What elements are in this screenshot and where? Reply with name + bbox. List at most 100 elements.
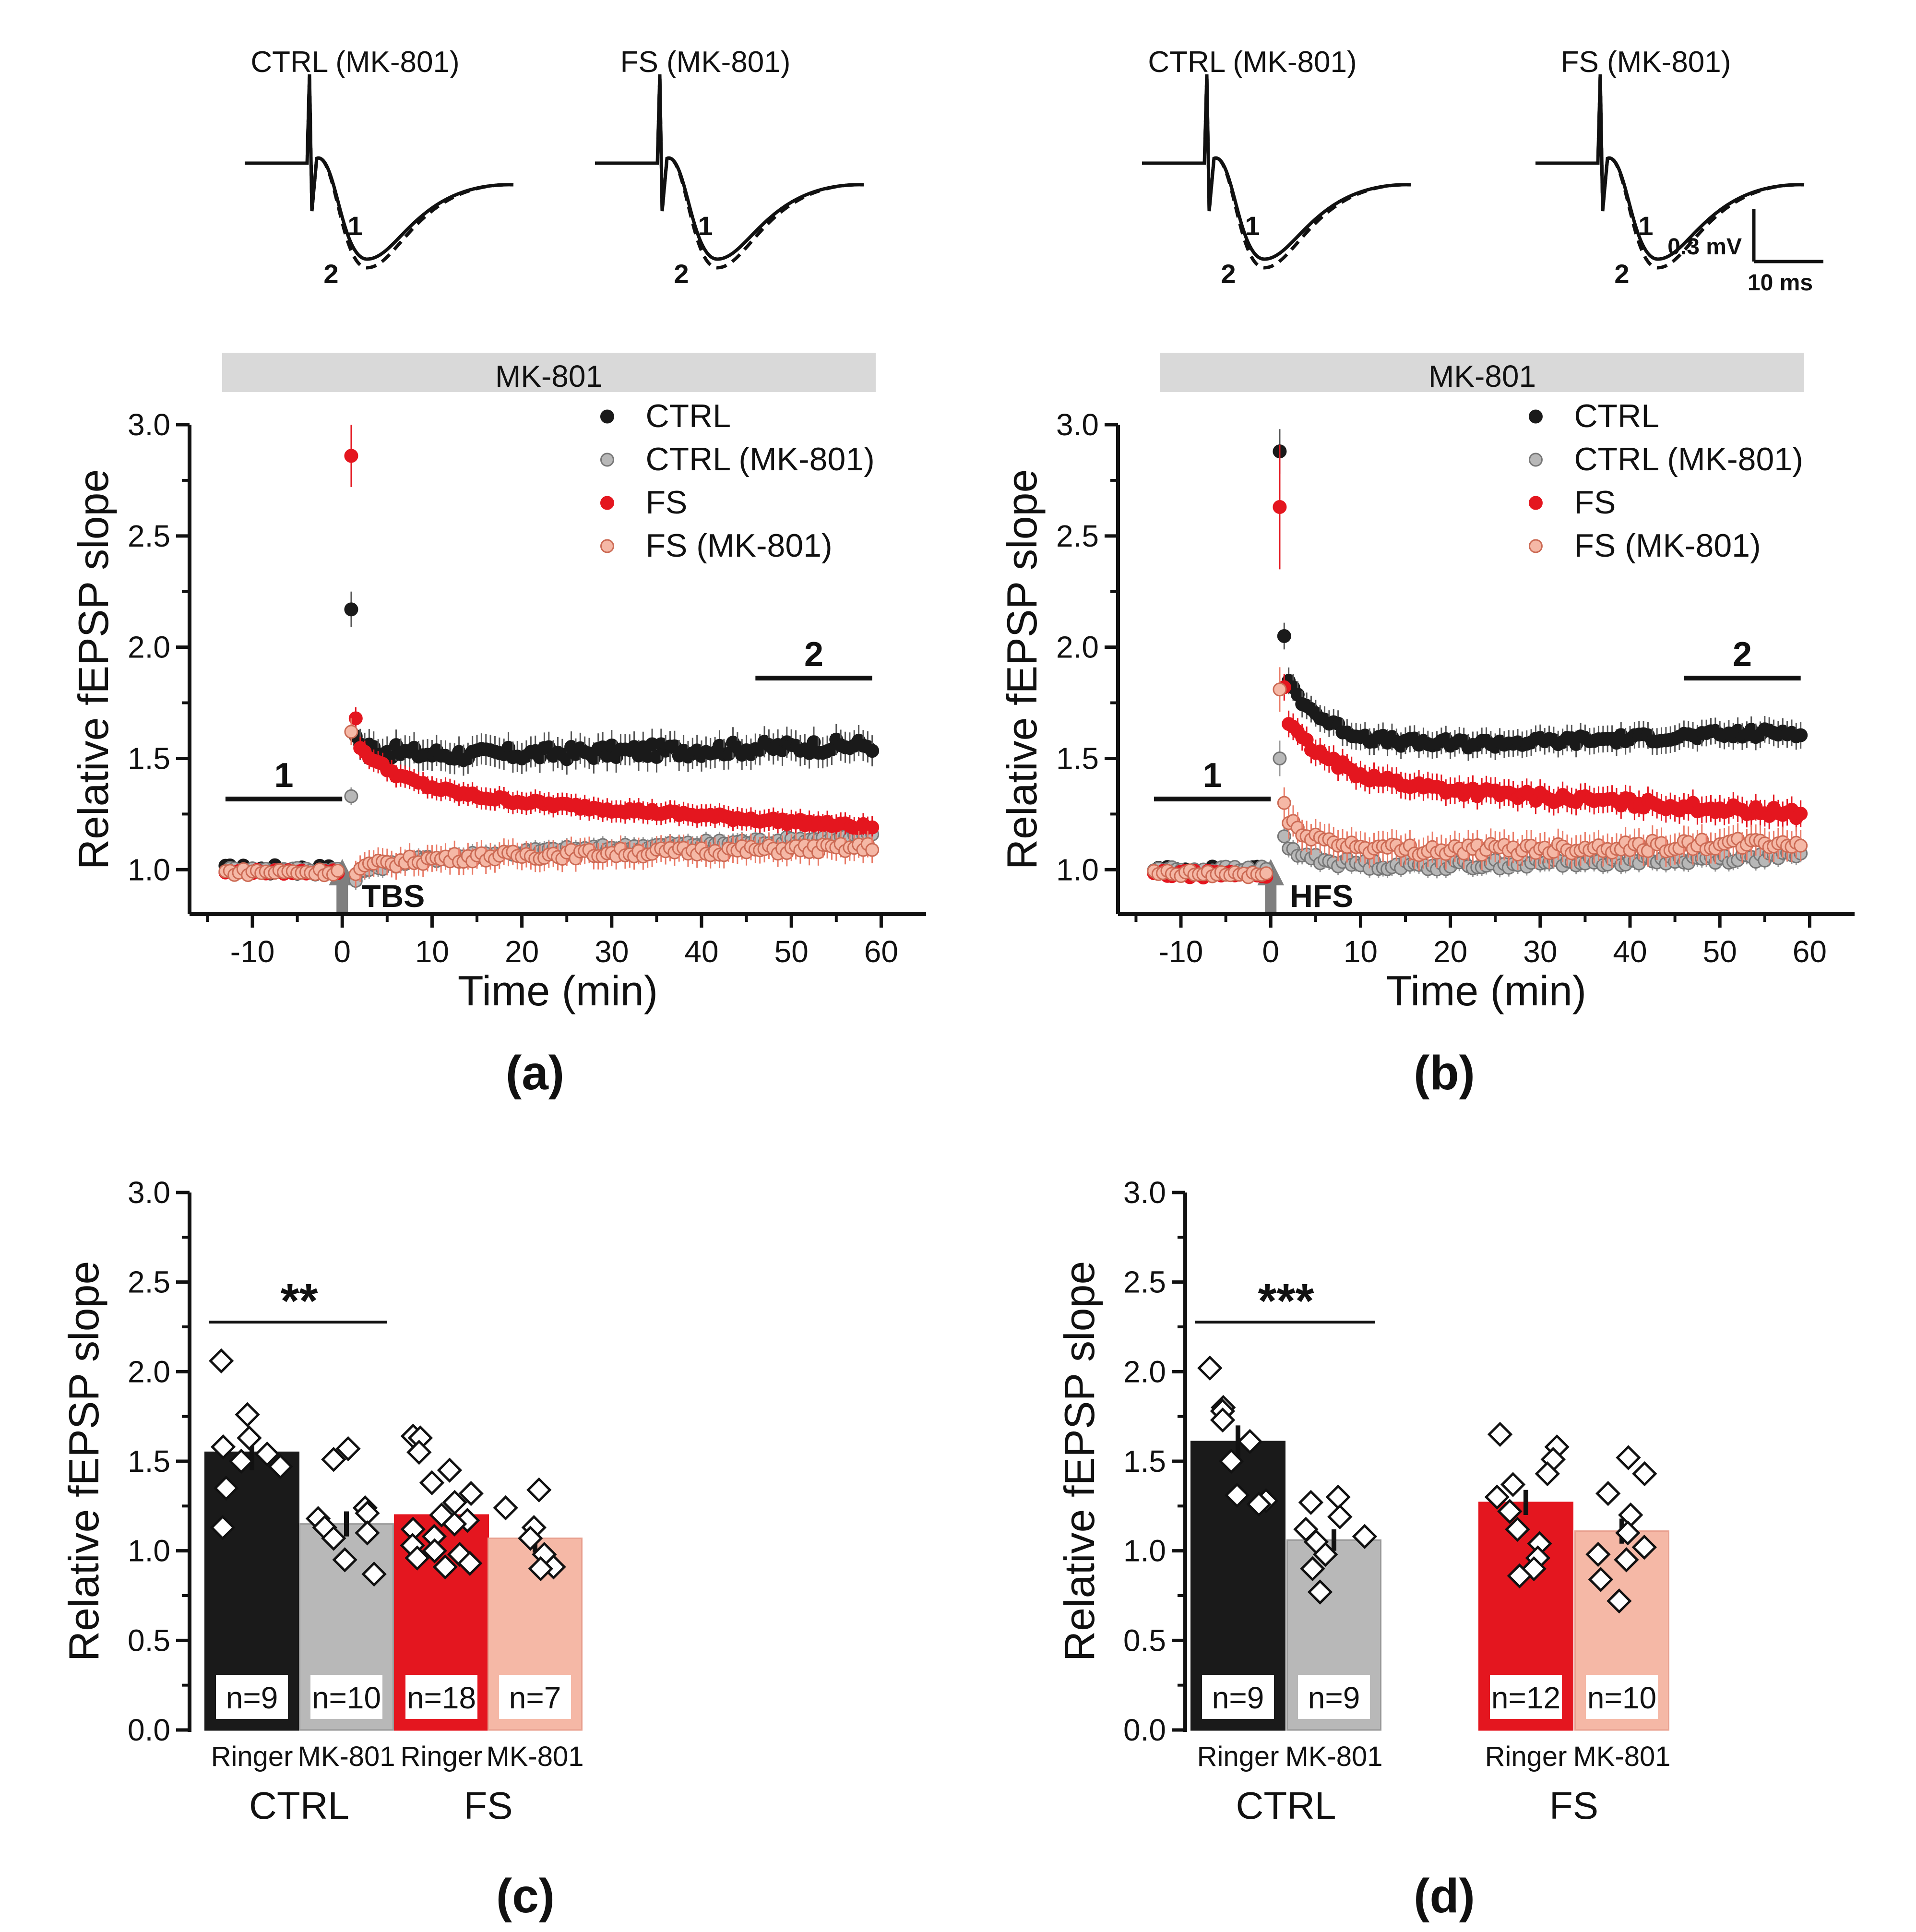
n-label: n=18: [407, 1681, 476, 1715]
individual-data-point: [1507, 1563, 1532, 1589]
y-tick-label: 1.0: [128, 852, 170, 887]
individual-data-point: [210, 1434, 236, 1460]
y-axis-title: Relative fEPSP slope: [998, 469, 1046, 870]
data-point: [344, 789, 358, 803]
trace-label-1: 1: [347, 211, 362, 241]
y-axis-title: Relative fEPSP slope: [70, 469, 117, 870]
y-tick-label: 2.0: [128, 630, 170, 665]
y-tick-label: 1.0: [128, 1534, 170, 1568]
late-window-label: 2: [804, 635, 823, 674]
legend-label-fs_mk801: FS (MK-801): [1574, 527, 1761, 564]
n-label-box: [1298, 1675, 1370, 1719]
x-tick-label: 0: [333, 934, 351, 969]
trace-dashed: [595, 74, 864, 270]
condition-label: Ringer: [211, 1741, 293, 1772]
individual-data-point: [1527, 1531, 1552, 1556]
trace-label-1: 1: [1245, 211, 1260, 241]
individual-data-point: [421, 1524, 447, 1549]
individual-data-point: [1595, 1481, 1621, 1506]
trace-solid: [595, 74, 864, 261]
n-label: n=12: [1491, 1681, 1560, 1715]
baseline-window-label: 1: [274, 756, 294, 795]
bar-group-fs: n=18 Ringer n=7 MK-801 FS: [394, 1423, 584, 1827]
legend-marker-fs: [1528, 496, 1543, 510]
n-label: n=9: [1308, 1681, 1360, 1715]
individual-data-point: [437, 1457, 463, 1483]
scale-bar-voltage-label: 0.3 mV: [1667, 234, 1742, 260]
individual-data-point: [441, 1511, 467, 1537]
bar-group-ctrl: n=9 Ringer n=10 MK-801 CTRL: [204, 1348, 395, 1827]
significance-stars: **: [281, 1274, 318, 1328]
series-fs: [1147, 444, 1808, 884]
y-tick-label: 2.0: [128, 1354, 170, 1389]
trace-solid: [245, 74, 514, 261]
y-tick-label: 1.5: [128, 741, 170, 775]
y-tick-label: 1.5: [1123, 1444, 1166, 1479]
individual-data-point: [321, 1526, 346, 1551]
bar-panel-c: 0.0 0.5 1.0 1.5 2.0 2.5 3.0 Relative fEPSP slop…: [60, 1175, 584, 1923]
x-tick-label: 20: [505, 934, 539, 969]
bar-group-fs: n=12 Ringer n=10 MK-801 FS: [1478, 1421, 1671, 1827]
individual-data-point: [400, 1516, 426, 1542]
group-label-ctrl: CTRL: [1236, 1784, 1336, 1827]
x-tick-label: -10: [1159, 934, 1203, 969]
data-point: [344, 725, 358, 739]
legend-marker-fs_mk801: [600, 539, 614, 553]
individual-data-point: [1607, 1588, 1632, 1614]
condition-label: MK-801: [486, 1741, 583, 1772]
data-point: [331, 863, 345, 878]
individual-data-point: [1500, 1472, 1526, 1497]
y-tick-label: 0.5: [128, 1623, 170, 1658]
series-fs_mk801: [1147, 667, 1808, 884]
n-label: n=7: [509, 1681, 561, 1715]
n-label: n=9: [1212, 1681, 1264, 1715]
trace-1: FS (MK-801) 12: [595, 46, 864, 289]
individual-data-point: [1614, 1547, 1639, 1573]
individual-data-point: [1615, 1520, 1641, 1546]
condition-label: MK-801: [1285, 1741, 1382, 1772]
data-point: [865, 843, 880, 857]
late-window-label: 2: [1733, 635, 1752, 674]
baseline-window-label: 1: [1203, 756, 1222, 795]
data-point: [1273, 500, 1287, 514]
condition-label: Ringer: [1485, 1741, 1567, 1772]
trace-title: FS (MK-801): [620, 46, 791, 79]
trace-solid: [1535, 74, 1805, 261]
stimulation-label: HFS: [1290, 878, 1353, 914]
y-tick-label: 3.0: [128, 1175, 170, 1210]
individual-data-point: [528, 1556, 553, 1582]
individual-data-point: [442, 1490, 467, 1515]
individual-data-point: [419, 1470, 445, 1495]
legend-label-fs: FS: [645, 484, 687, 521]
trace-solid: [1142, 74, 1411, 261]
series-ctrl: [1147, 429, 1808, 880]
individual-data-point: [355, 1520, 380, 1546]
individual-data-point: [1535, 1461, 1560, 1487]
x-tick-label: 60: [1793, 934, 1827, 969]
x-tick-label: 30: [1523, 934, 1557, 969]
condition-label: MK-801: [1573, 1741, 1670, 1772]
y-axis-title: Relative fEPSP slope: [60, 1261, 107, 1662]
legend-label-ctrl_mk801: CTRL (MK-801): [1574, 441, 1803, 477]
individual-data-point: [1325, 1484, 1351, 1510]
individual-data-point: [1313, 1541, 1338, 1567]
individual-data-point: [1616, 1445, 1641, 1470]
panel-label-a: (a): [506, 1046, 564, 1100]
stimulation-arrow-shaft: [336, 883, 348, 912]
trace-label-1: 1: [698, 211, 713, 241]
legend-label-fs: FS: [1574, 484, 1616, 521]
data-point: [1273, 682, 1287, 697]
trace-dashed: [245, 74, 514, 270]
y-tick-label: 1.5: [128, 1444, 170, 1479]
individual-data-point: [335, 1436, 361, 1462]
y-tick-label: 0.0: [128, 1713, 170, 1747]
x-tick-label: 10: [415, 934, 449, 969]
condition-label: Ringer: [401, 1741, 483, 1772]
individual-data-point: [210, 1515, 236, 1540]
legend-marker-fs_mk801: [1528, 539, 1543, 553]
individual-data-point: [1246, 1491, 1272, 1517]
drug-application-bar: [222, 353, 876, 392]
individual-data-point: [268, 1454, 293, 1479]
group-label-fs: FS: [1549, 1784, 1598, 1827]
